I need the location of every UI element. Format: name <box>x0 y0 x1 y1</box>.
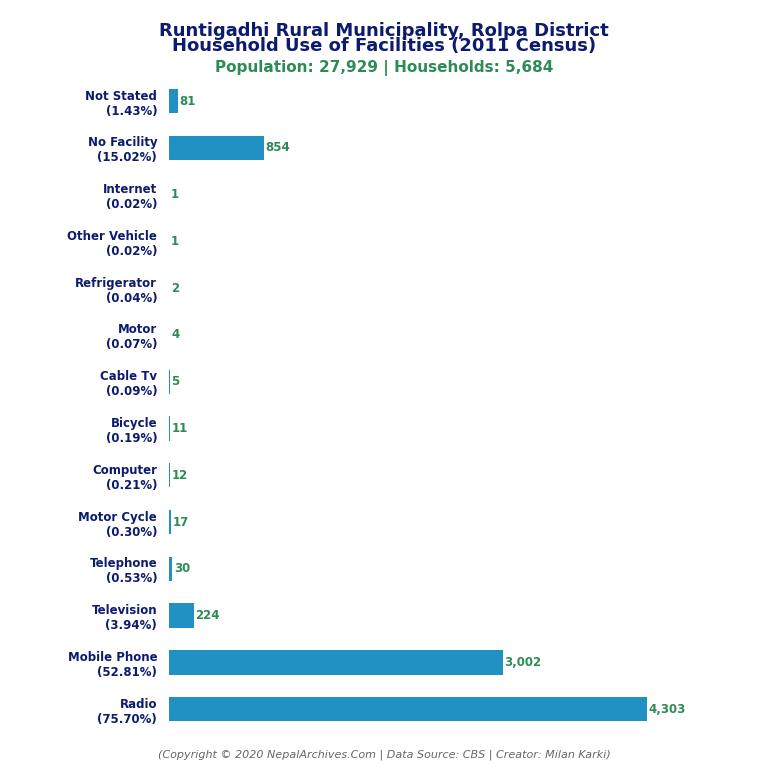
Bar <box>169 416 170 441</box>
Bar <box>169 650 502 674</box>
Bar <box>169 510 170 535</box>
Text: 1: 1 <box>170 235 179 248</box>
Bar <box>169 463 170 488</box>
Text: Runtigadhi Rural Municipality, Rolpa District: Runtigadhi Rural Municipality, Rolpa Dis… <box>159 22 609 39</box>
Bar <box>169 89 178 113</box>
Text: Household Use of Facilities (2011 Census): Household Use of Facilities (2011 Census… <box>172 37 596 55</box>
Text: 4,303: 4,303 <box>649 703 686 716</box>
Text: 12: 12 <box>172 468 188 482</box>
Text: 224: 224 <box>196 609 220 622</box>
Text: Population: 27,929 | Households: 5,684: Population: 27,929 | Households: 5,684 <box>215 60 553 76</box>
Text: 5: 5 <box>171 376 180 389</box>
Text: 3,002: 3,002 <box>505 656 541 669</box>
Bar <box>169 604 194 627</box>
Text: 854: 854 <box>266 141 290 154</box>
Bar <box>169 697 647 721</box>
Bar <box>169 136 264 160</box>
Text: 17: 17 <box>173 515 189 528</box>
Text: 2: 2 <box>170 282 179 295</box>
Text: 11: 11 <box>172 422 188 435</box>
Text: 1: 1 <box>170 188 179 201</box>
Text: (Copyright © 2020 NepalArchives.Com | Data Source: CBS | Creator: Milan Karki): (Copyright © 2020 NepalArchives.Com | Da… <box>157 750 611 760</box>
Bar <box>169 557 172 581</box>
Text: 4: 4 <box>171 329 179 342</box>
Text: 81: 81 <box>180 94 196 108</box>
Text: 30: 30 <box>174 562 190 575</box>
